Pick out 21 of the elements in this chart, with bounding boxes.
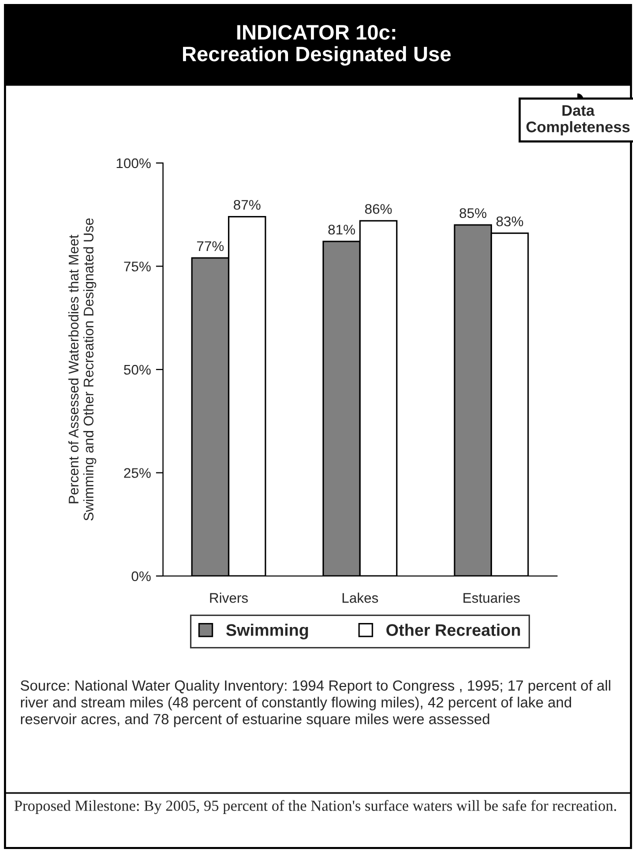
y-tick-label: 75%: [124, 262, 151, 272]
legend-label: Other Recreation: [386, 624, 520, 636]
y-tick-label: 0%: [132, 571, 151, 582]
y-tick-label: 100%: [116, 158, 151, 168]
data-label: 87%: [234, 200, 260, 210]
data-label: 77%: [197, 241, 224, 252]
source-note: Source: National Water Quality Inventory: 1994 Report to Congress , 1995; 17 percent of all river and stream miles (48 percent of constantly flowing miles), 42 percent of lake and reservoir acres, and 78 percent of estuarine square miles were assessed: [20, 680, 610, 728]
x-tick-label: Rivers: [210, 592, 248, 603]
data-label: 85%: [460, 208, 486, 218]
text: Proposed Milestone: By 2005, 95 percent of the Nation's surface waters will be safe for recreation.: [14, 800, 616, 814]
x-tick-label: Lakes: [342, 592, 378, 603]
text: Data Completeness: [526, 105, 630, 136]
chart-title: INDICATOR 10c: Recreation Designated Use: [183, 24, 451, 66]
x-tick-label: Estuaries: [464, 592, 520, 603]
y-tick-label: 50%: [124, 364, 151, 375]
y-tick-label: 25%: [124, 468, 151, 478]
y-axis-title: Percent of Assessed Waterbodies that Meet Swimming and Other Recreation Designated Use: [68, 218, 96, 521]
data-label: 81%: [328, 224, 356, 235]
data-label: 83%: [496, 216, 524, 226]
data-label: 86%: [365, 204, 392, 214]
legend-label: Swimming: [226, 624, 308, 640]
